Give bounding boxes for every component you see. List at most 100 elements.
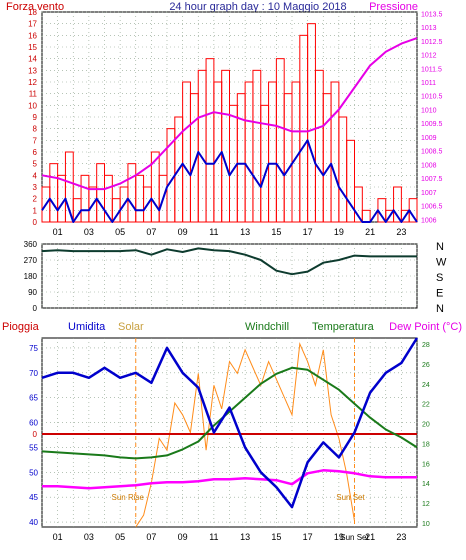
pressure-y-tick: 1011	[421, 80, 436, 87]
temp-x-tick: 17	[303, 532, 313, 542]
wind-x-tick: 05	[115, 227, 125, 237]
wind-y-tick: 17	[28, 20, 37, 29]
chart-title: 24 hour graph day : 10 Maggio 2018	[169, 1, 346, 13]
wind-gust-bar	[346, 139, 355, 223]
wind-x-tick: 23	[396, 227, 406, 237]
pressure-y-tick: 1008.5	[421, 149, 443, 156]
direction-y-tick: 270	[24, 256, 38, 265]
rain-tick: 0	[33, 430, 38, 439]
temp-y-tick: 10	[422, 521, 430, 528]
wind-x-tick: 09	[178, 227, 188, 237]
pressure-y-tick: 1013	[421, 25, 437, 32]
temp-x-tick: 13	[240, 532, 250, 542]
temp-y-tick: 26	[422, 362, 430, 369]
legend-dewpoint: Dew Point (°C)	[389, 321, 462, 333]
temp-y-tick: 14	[422, 481, 430, 488]
temp-x-tick: 05	[115, 532, 125, 542]
wind-y-tick: 16	[28, 31, 37, 40]
wind-y-tick: 9	[33, 113, 38, 122]
humidity-y-tick: 60	[29, 419, 38, 428]
pressure-y-tick: 1009.5	[421, 121, 443, 128]
temp-y-tick: 20	[422, 422, 430, 429]
pressure-y-tick: 1006	[421, 217, 437, 224]
dewpoint-line	[42, 469, 417, 490]
temp-x-tick: 11	[209, 532, 218, 542]
humidity-y-tick: 50	[29, 468, 38, 477]
wind-y-tick: 7	[33, 136, 38, 145]
wind-y-tick: 2	[33, 195, 38, 204]
wind-y-tick: 15	[28, 43, 37, 52]
temp-x-tick: 03	[84, 532, 94, 542]
legend-temperature: Temperatura	[312, 321, 375, 333]
pressure-y-tick: 1010.5	[421, 94, 443, 101]
direction-y-tick: 0	[33, 304, 38, 313]
temp-y-tick: 28	[422, 342, 430, 349]
wind-force-label: Forza vento	[6, 1, 64, 13]
temperature-line	[41, 366, 418, 460]
wind-y-tick: 5	[33, 160, 38, 169]
pressure-line	[41, 37, 418, 191]
wind-x-tick: 13	[240, 227, 250, 237]
pressure-y-tick: 1011.5	[421, 66, 442, 73]
wind-y-tick: 1	[33, 206, 38, 215]
temp-y-tick: 18	[422, 441, 430, 448]
temp-x-tick: 09	[178, 532, 188, 542]
wind-y-tick: 3	[33, 183, 38, 192]
wind-average-line	[41, 139, 418, 223]
wind-y-tick: 0	[33, 218, 38, 227]
legend-solar: Solar	[118, 321, 144, 333]
pressure-y-tick: 1009	[421, 135, 437, 142]
rain-label: Pioggia	[2, 321, 40, 333]
pressure-label: Pressione	[369, 1, 418, 13]
wind-y-tick: 4	[33, 171, 38, 180]
temp-y-tick: 24	[422, 382, 430, 389]
direction-y-tick: 180	[24, 272, 38, 281]
compass-label: E	[436, 288, 443, 300]
wind-y-tick: 18	[28, 8, 37, 17]
direction-y-tick: 90	[28, 288, 37, 297]
temp-x-tick: 21	[365, 532, 375, 542]
pressure-y-tick: 1012	[421, 53, 437, 60]
pressure-y-tick: 1007.5	[421, 176, 443, 183]
wind-x-tick: 03	[84, 227, 94, 237]
legend-humidity: Umidita	[68, 321, 106, 333]
temp-x-tick: 01	[53, 532, 63, 542]
wind-y-tick: 6	[33, 148, 38, 157]
pressure-y-tick: 1010	[421, 107, 437, 114]
wind-y-tick: 11	[29, 90, 38, 99]
pressure-y-tick: 1013.5	[421, 11, 443, 18]
wind-x-tick: 21	[365, 227, 375, 237]
wind-y-tick: 8	[33, 125, 38, 134]
wind-x-tick: 11	[209, 227, 218, 237]
humidity-y-tick: 65	[29, 394, 38, 403]
humidity-line	[41, 337, 419, 509]
compass-label: W	[436, 257, 447, 269]
wind-y-tick: 14	[28, 55, 37, 64]
wind-gust-bar	[354, 186, 363, 223]
compass-label: N	[436, 303, 444, 315]
wind-pressure-panel: 012345678910111213141516171810061006.510…	[28, 8, 442, 237]
temp-y-tick: 12	[422, 501, 430, 508]
humidity-y-tick: 75	[29, 344, 38, 353]
temp-x-tick: 07	[146, 532, 156, 542]
temp-x-tick: 23	[396, 532, 406, 542]
wind-x-tick: 01	[53, 227, 63, 237]
wind-x-tick: 19	[334, 227, 344, 237]
humidity-y-tick: 45	[29, 493, 38, 502]
humidity-y-tick: 70	[29, 369, 38, 378]
solar-line	[135, 341, 355, 528]
sunrise-annotation: Sun Rise	[112, 493, 145, 502]
sunset-x-tick: Sun Set	[340, 533, 369, 542]
wind-x-tick: 17	[303, 227, 313, 237]
pressure-y-tick: 1007	[421, 190, 437, 197]
wind-y-tick: 12	[28, 78, 37, 87]
pressure-y-tick: 1006.5	[421, 204, 443, 211]
wind-direction-line	[41, 247, 417, 276]
compass-label: N	[436, 241, 444, 253]
pressure-y-tick: 1008	[421, 162, 437, 169]
direction-y-tick: 360	[24, 240, 38, 249]
wind-gust-bar	[393, 186, 402, 223]
